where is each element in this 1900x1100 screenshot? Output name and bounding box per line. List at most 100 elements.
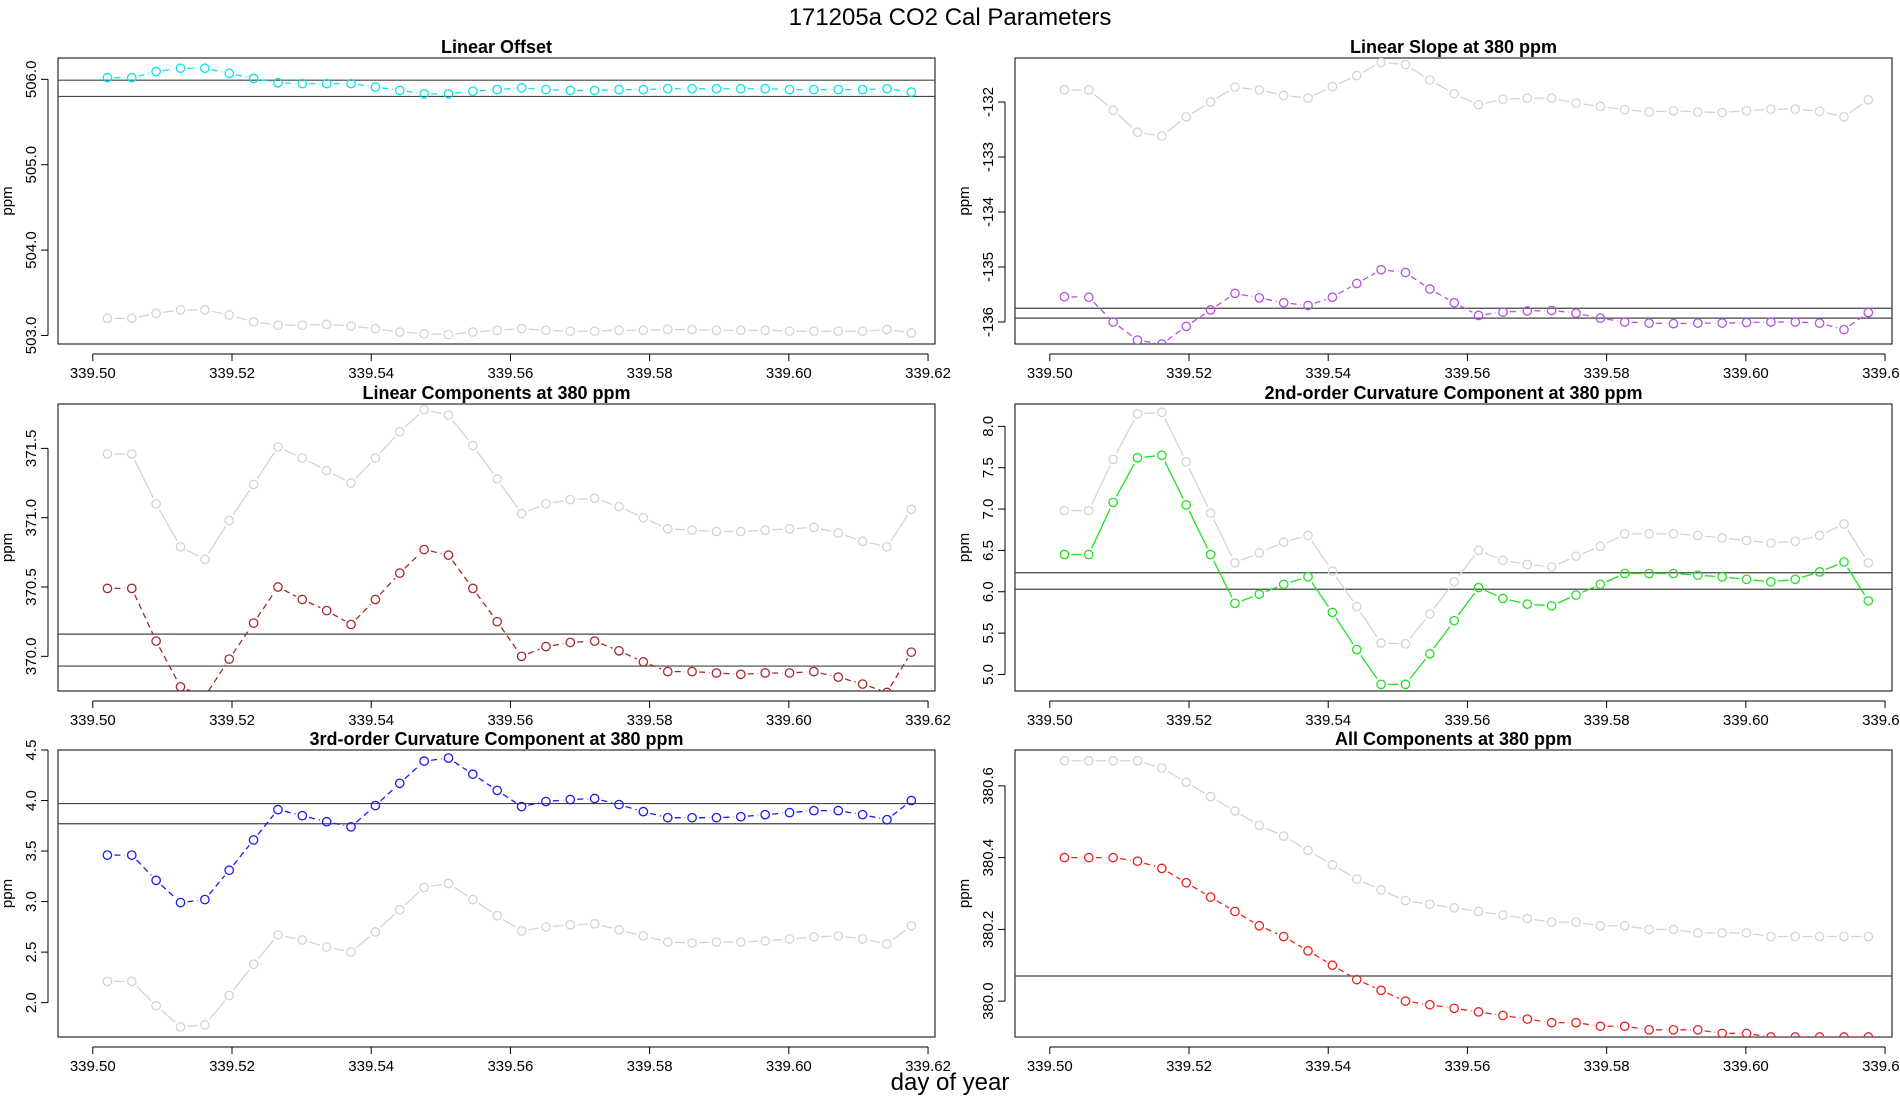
- x-tick-label: 339.62: [1862, 365, 1900, 382]
- data-point: [175, 1022, 186, 1032]
- series-segment: [649, 812, 662, 817]
- data-point: [370, 82, 381, 92]
- data-point: [321, 78, 332, 89]
- data-point: [1181, 877, 1192, 888]
- data-point: [175, 63, 186, 74]
- data-point: [638, 325, 649, 336]
- data-point: [419, 756, 429, 766]
- chart-panel-5: 3rd-order Curvature Component at 380 ppm…: [0, 729, 951, 1075]
- data-point: [614, 325, 624, 336]
- data-point: [809, 84, 819, 95]
- series-segment: [1289, 939, 1303, 948]
- series-segment: [382, 328, 393, 332]
- data-point: [321, 942, 332, 952]
- data-point: [467, 894, 478, 905]
- series-segment: [869, 329, 881, 332]
- data-point: [102, 72, 113, 83]
- data-point: [857, 536, 868, 547]
- data-point: [1741, 574, 1752, 585]
- y-tick-label: 7.5: [980, 457, 997, 478]
- y-axis-label: ppm: [956, 533, 973, 562]
- series-segment: [649, 519, 662, 527]
- series-segment: [1825, 526, 1838, 534]
- data-point: [687, 812, 697, 823]
- x-tick-label: 339.60: [1723, 712, 1769, 729]
- data-point: [614, 799, 624, 810]
- y-tick-label: 506.0: [23, 61, 40, 99]
- series-segment: [527, 648, 540, 655]
- series-segment: [1412, 901, 1424, 904]
- data-point: [1376, 885, 1386, 895]
- data-point: [833, 528, 844, 538]
- series-segment: [1485, 1012, 1497, 1016]
- data-point: [662, 937, 673, 947]
- data-point: [419, 882, 429, 893]
- series-segment: [1558, 310, 1570, 314]
- data-point: [809, 522, 819, 533]
- series-segment: [1582, 1023, 1594, 1026]
- data-point: [1449, 902, 1460, 913]
- panels-grid: Linear Offset 339.50 339.52 339.54 339.56 339…: [0, 37, 1900, 1075]
- series-segment: [379, 577, 396, 595]
- series-segment: [308, 460, 321, 468]
- data-point: [419, 89, 429, 99]
- series-segment: [308, 601, 321, 609]
- series-segment: [601, 799, 613, 804]
- series-segment: [1801, 536, 1813, 541]
- data-point: [1400, 679, 1411, 690]
- data-point: [1571, 98, 1581, 108]
- data-point: [1863, 557, 1874, 568]
- series-segment: [1164, 418, 1184, 456]
- series-segment: [138, 314, 150, 318]
- data-point: [1157, 450, 1167, 461]
- y-tick-label: -136: [980, 307, 997, 337]
- data-point: [1839, 931, 1849, 942]
- data-point: [1303, 530, 1313, 541]
- series-segment: [1144, 862, 1156, 868]
- series-segment: [1167, 329, 1181, 341]
- x-tick-label: 339.58: [1584, 365, 1630, 382]
- data-point: [1522, 306, 1533, 316]
- series-segment: [1241, 87, 1253, 90]
- data-point: [760, 525, 771, 536]
- series-segment: [796, 810, 807, 813]
- data-point: [614, 501, 624, 512]
- series-segment: [1115, 419, 1135, 454]
- series-segment: [235, 74, 247, 78]
- data-point: [1083, 549, 1094, 560]
- chart-panel-1: Linear Offset 339.50 339.52 339.54 339.56 339…: [0, 37, 951, 382]
- series-segment: [1582, 103, 1594, 107]
- series-segment: [478, 902, 492, 913]
- series-segment: [500, 484, 519, 509]
- y-axis-label: ppm: [0, 879, 16, 908]
- series-segment: [1191, 105, 1205, 114]
- data-point: [1692, 107, 1703, 117]
- series-segment: [1338, 867, 1352, 877]
- data-point: [467, 440, 478, 451]
- data-point: [760, 325, 771, 336]
- series-segment: [1485, 312, 1497, 316]
- series-segment: [1164, 461, 1184, 499]
- series-segment: [1729, 538, 1740, 541]
- data-point: [1790, 931, 1801, 942]
- series-segment: [1729, 110, 1740, 113]
- data-point: [1619, 568, 1630, 579]
- y-axis-label: ppm: [956, 879, 973, 908]
- data-point: [1644, 318, 1654, 328]
- data-point: [492, 910, 503, 921]
- data-point: [1254, 920, 1265, 931]
- series-segment: [136, 859, 152, 876]
- series-segment: [772, 938, 783, 942]
- x-tick-label: 339.52: [209, 1058, 255, 1075]
- series-segment: [1582, 922, 1594, 926]
- series-segment: [208, 875, 226, 895]
- data-point: [297, 935, 308, 945]
- series-segment: [1362, 981, 1375, 989]
- data-point: [541, 498, 551, 509]
- series-segment: [1680, 573, 1691, 576]
- data-point: [589, 326, 600, 337]
- data-point: [1351, 601, 1362, 612]
- data-point: [1351, 70, 1362, 81]
- data-point: [1230, 557, 1240, 568]
- x-tick-label: 339.54: [348, 1058, 394, 1075]
